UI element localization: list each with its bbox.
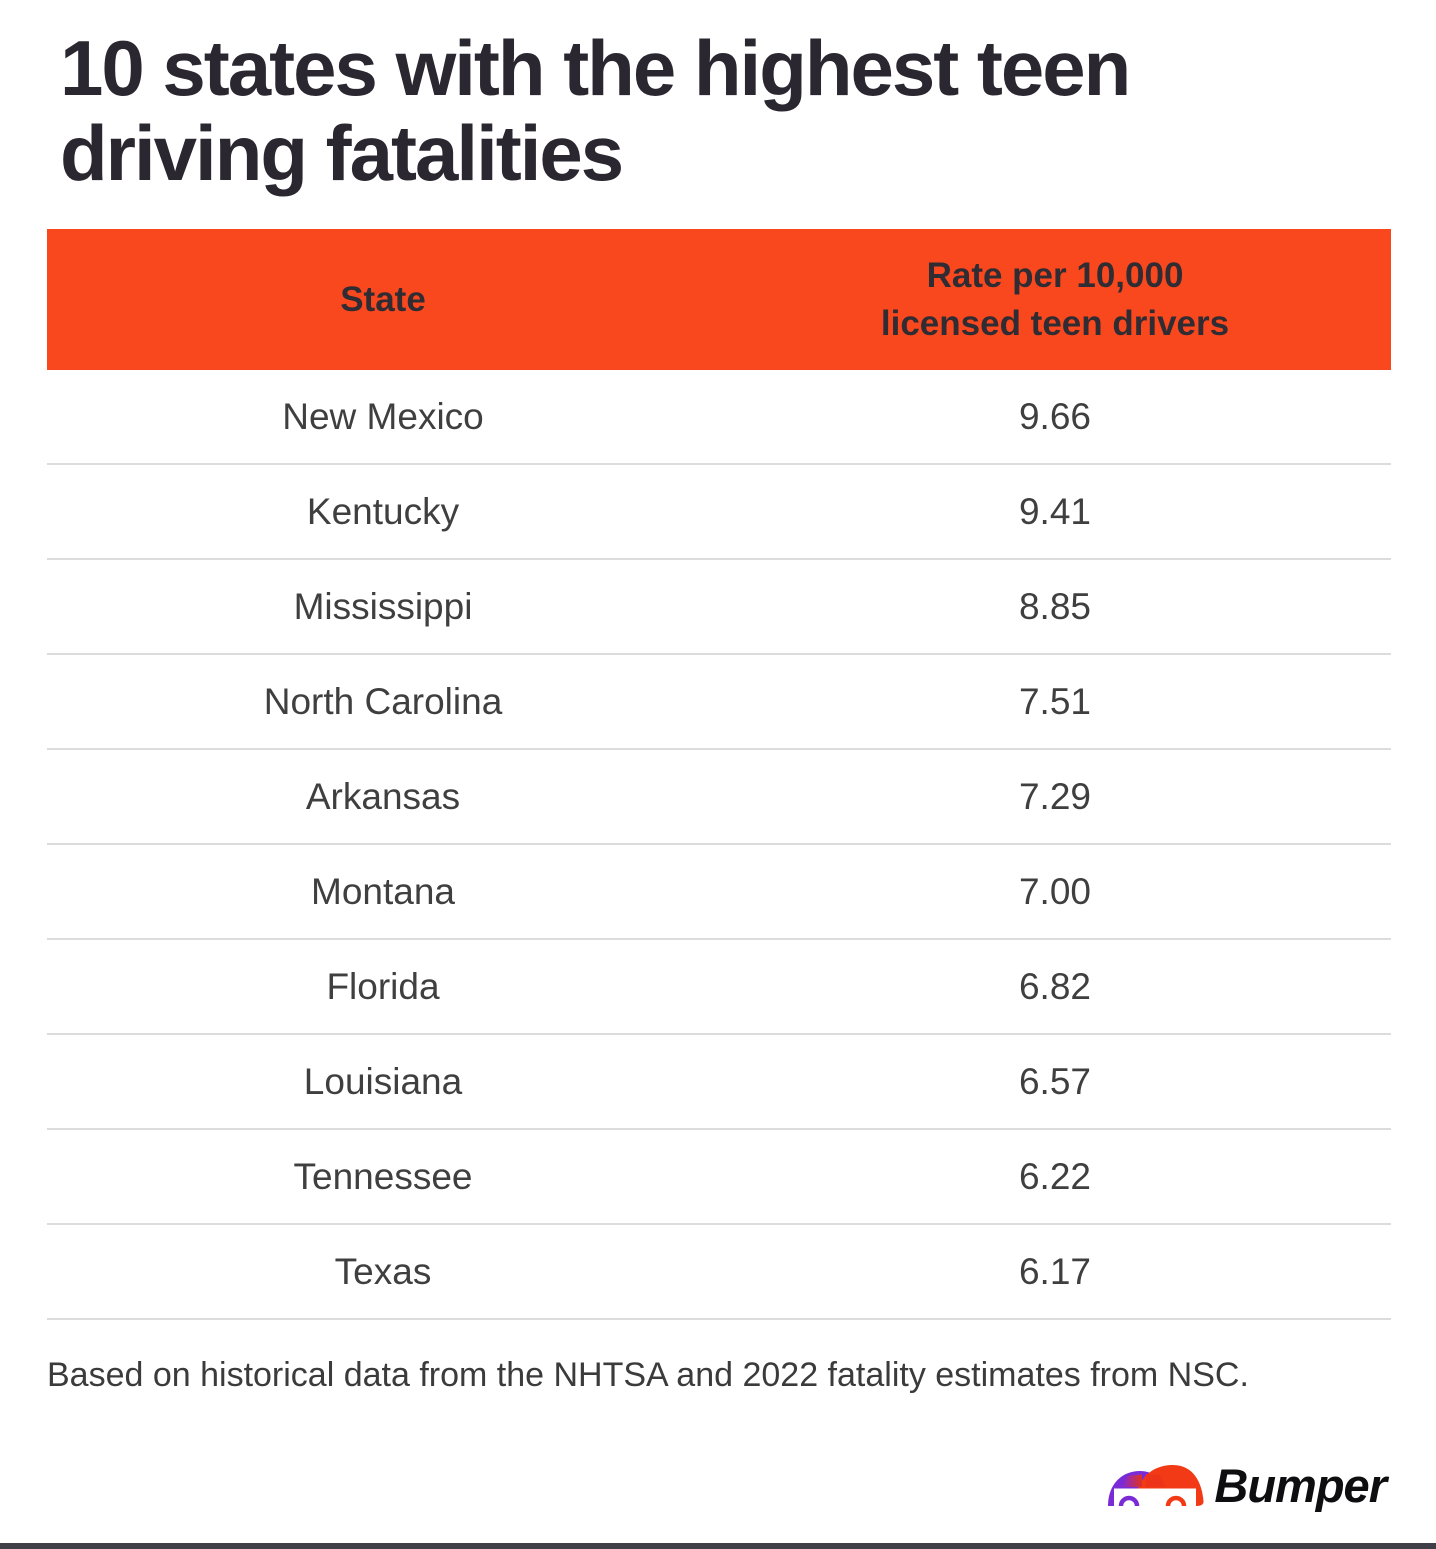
rate-cell: 6.57 — [1018, 1060, 1091, 1102]
table-row: Mississippi 8.85 — [47, 560, 1391, 656]
state-cell: Florida — [326, 965, 440, 1007]
bumper-wordmark: Bumper — [1214, 1459, 1387, 1512]
table-row: Montana 7.00 — [47, 845, 1391, 941]
state-cell: Louisiana — [303, 1060, 463, 1102]
bumper-logo: Bumper — [1106, 1458, 1392, 1513]
rate-cell: 9.66 — [1018, 395, 1091, 437]
table-row: Texas 6.17 — [47, 1225, 1391, 1321]
state-cell: Kentucky — [306, 490, 460, 532]
rate-cell: 9.41 — [1018, 490, 1091, 532]
source-note: Based on historical data from the NHTSA … — [47, 1356, 1249, 1395]
header-cell-state: State — [340, 279, 426, 319]
rate-cell: 7.00 — [1018, 870, 1091, 912]
state-cell: Texas — [334, 1250, 432, 1292]
header-cell-rate: Rate per 10,000 licensed teen drivers — [880, 256, 1230, 343]
table-header-row: State Rate per 10,000 licensed teen driv… — [47, 229, 1391, 371]
table-row: North Carolina 7.51 — [47, 655, 1391, 751]
bottom-accent-bar — [0, 1543, 1436, 1549]
rate-cell: 8.85 — [1018, 585, 1091, 627]
fatalities-table: State Rate per 10,000 licensed teen driv… — [47, 229, 1391, 1321]
table-row: Arkansas 7.29 — [47, 750, 1391, 846]
bumper-car-icon — [1106, 1461, 1206, 1511]
rate-cell: 7.51 — [1018, 680, 1091, 722]
state-cell: North Carolina — [263, 680, 503, 722]
table-row: Tennessee 6.22 — [47, 1130, 1391, 1226]
table-row: Louisiana 6.57 — [47, 1035, 1391, 1131]
table-row: Kentucky 9.41 — [47, 465, 1391, 561]
state-cell: Mississippi — [293, 585, 473, 627]
table-row: New Mexico 9.66 — [47, 370, 1391, 466]
page-title: 10 states with the highest teen driving … — [60, 24, 1131, 198]
rate-cell: 7.29 — [1018, 775, 1091, 817]
rate-cell: 6.82 — [1018, 965, 1091, 1007]
table-body: New Mexico 9.66 Kentucky 9.41 Mississipp… — [47, 370, 1391, 1321]
rate-cell: 6.22 — [1018, 1155, 1091, 1197]
table-row: Florida 6.82 — [47, 940, 1391, 1036]
state-cell: New Mexico — [282, 395, 484, 437]
state-cell: Tennessee — [293, 1155, 473, 1197]
rate-cell: 6.17 — [1018, 1250, 1091, 1292]
state-cell: Arkansas — [305, 775, 461, 817]
state-cell: Montana — [311, 870, 455, 912]
